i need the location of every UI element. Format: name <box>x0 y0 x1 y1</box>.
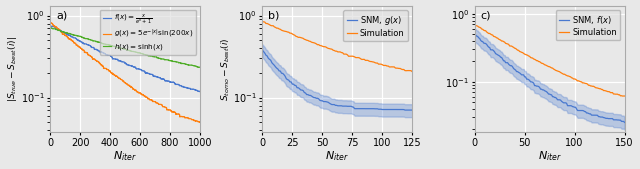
SNM, $g(x)$ <box>401 109 409 111</box>
$g(x) = 5e^{-|x|}\sin(200x)$ <box>163 107 171 109</box>
$g(x) = 5e^{-|x|}\sin(200x)$ <box>168 111 176 113</box>
SNM, $g(x)$ <box>268 62 276 64</box>
Simulation <box>259 20 266 22</box>
SNM, $g(x)$ <box>348 105 355 107</box>
SNM, $f(x)$ <box>524 78 531 80</box>
Simulation <box>268 25 276 27</box>
$g(x) = 5e^{-|x|}\sin(200x)$ <box>77 47 84 50</box>
Line: $h(x) = \sinh(x)$: $h(x) = \sinh(x)$ <box>50 27 200 67</box>
Simulation <box>562 74 570 76</box>
$h(x) = \sinh(x)$ <box>46 26 54 28</box>
Simulation <box>408 71 416 73</box>
$h(x) = \sinh(x)$ <box>189 65 196 67</box>
$h(x) = \sinh(x)$ <box>194 66 202 68</box>
SNM, $g(x)$ <box>259 49 266 51</box>
SNM, $g(x)$ <box>358 108 365 110</box>
Simulation <box>566 76 573 78</box>
Line: $g(x) = 5e^{-|x|}\sin(200x)$: $g(x) = 5e^{-|x|}\sin(200x)$ <box>50 21 200 123</box>
Y-axis label: $|S_{true} - S_{best}(i)|$: $|S_{true} - S_{best}(i)|$ <box>6 36 19 102</box>
Simulation <box>351 56 358 58</box>
Simulation <box>619 95 627 97</box>
$g(x) = 5e^{-|x|}\sin(200x)$ <box>55 28 63 30</box>
Legend: $f(x) = \frac{x}{e^x+1}$, $g(x) = 5e^{-|x|}\sin(200x)$, $h(x) = \sinh(x)$: $f(x) = \frac{x}{e^x+1}$, $g(x) = 5e^{-|… <box>100 10 196 55</box>
Text: c): c) <box>481 10 491 20</box>
$f(x) = \frac{x}{e^x+1}$ <box>168 81 176 83</box>
$g(x) = 5e^{-|x|}\sin(200x)$ <box>179 116 186 118</box>
$f(x) = \frac{x}{e^x+1}$ <box>163 80 171 82</box>
Simulation <box>576 80 584 82</box>
Simulation <box>621 95 628 97</box>
SNM, $f(x)$ <box>544 92 552 94</box>
Simulation <box>358 58 365 61</box>
$f(x) = \frac{x}{e^x+1}$ <box>55 29 63 31</box>
X-axis label: $N_{iter}$: $N_{iter}$ <box>538 149 561 163</box>
$g(x) = 5e^{-|x|}\sin(200x)$ <box>46 20 54 22</box>
$h(x) = \sinh(x)$ <box>163 59 171 61</box>
X-axis label: $N_{iter}$: $N_{iter}$ <box>325 149 349 163</box>
$g(x) = 5e^{-|x|}\sin(200x)$ <box>189 118 196 120</box>
Text: b): b) <box>268 10 280 20</box>
Simulation <box>524 54 531 56</box>
Simulation <box>544 65 552 67</box>
$f(x) = \frac{x}{e^x+1}$ <box>46 22 54 24</box>
SNM, $g(x)$ <box>408 109 416 111</box>
$h(x) = \sinh(x)$ <box>56 29 63 31</box>
SNM, $f(x)$ <box>562 102 570 104</box>
Simulation <box>471 23 479 26</box>
Legend: SNM, $f(x)$, Simulation: SNM, $f(x)$, Simulation <box>556 10 620 40</box>
$h(x) = \sinh(x)$ <box>179 62 186 64</box>
Line: Simulation: Simulation <box>475 25 625 96</box>
SNM, $g(x)$ <box>329 104 337 106</box>
$h(x) = \sinh(x)$ <box>47 26 54 28</box>
SNM, $f(x)$ <box>621 121 628 123</box>
$h(x) = \sinh(x)$ <box>196 66 204 68</box>
SNM, $g(x)$ <box>351 108 358 110</box>
$f(x) = \frac{x}{e^x+1}$ <box>77 41 84 43</box>
$h(x) = \sinh(x)$ <box>77 35 84 37</box>
$f(x) = \frac{x}{e^x+1}$ <box>189 88 196 90</box>
SNM, $f(x)$ <box>618 120 625 122</box>
SNM, $f(x)$ <box>471 34 479 36</box>
Simulation <box>348 55 355 57</box>
Line: SNM, $g(x)$: SNM, $g(x)$ <box>262 50 412 110</box>
$g(x) = 5e^{-|x|}\sin(200x)$ <box>196 121 204 123</box>
Simulation <box>329 49 337 51</box>
Line: SNM, $f(x)$: SNM, $f(x)$ <box>475 35 625 122</box>
Simulation <box>618 95 625 97</box>
Legend: SNM, $g(x)$, Simulation: SNM, $g(x)$, Simulation <box>343 10 408 41</box>
$f(x) = \frac{x}{e^x+1}$ <box>196 91 204 93</box>
Simulation <box>297 37 305 39</box>
$g(x) = 5e^{-|x|}\sin(200x)$ <box>196 122 204 124</box>
Line: Simulation: Simulation <box>262 21 412 72</box>
$f(x) = \frac{x}{e^x+1}$ <box>179 86 186 88</box>
$h(x) = \sinh(x)$ <box>168 60 176 62</box>
SNM, $f(x)$ <box>566 105 573 107</box>
SNM, $g(x)$ <box>297 89 305 91</box>
Text: a): a) <box>56 10 67 20</box>
Line: $f(x) = \frac{x}{e^x+1}$: $f(x) = \frac{x}{e^x+1}$ <box>50 23 200 92</box>
X-axis label: $N_{iter}$: $N_{iter}$ <box>113 149 137 163</box>
Y-axis label: $S_{tomo} - S_{best}(i)$: $S_{tomo} - S_{best}(i)$ <box>219 37 232 101</box>
SNM, $f(x)$ <box>576 110 584 112</box>
$f(x) = \frac{x}{e^x+1}$ <box>195 91 203 93</box>
